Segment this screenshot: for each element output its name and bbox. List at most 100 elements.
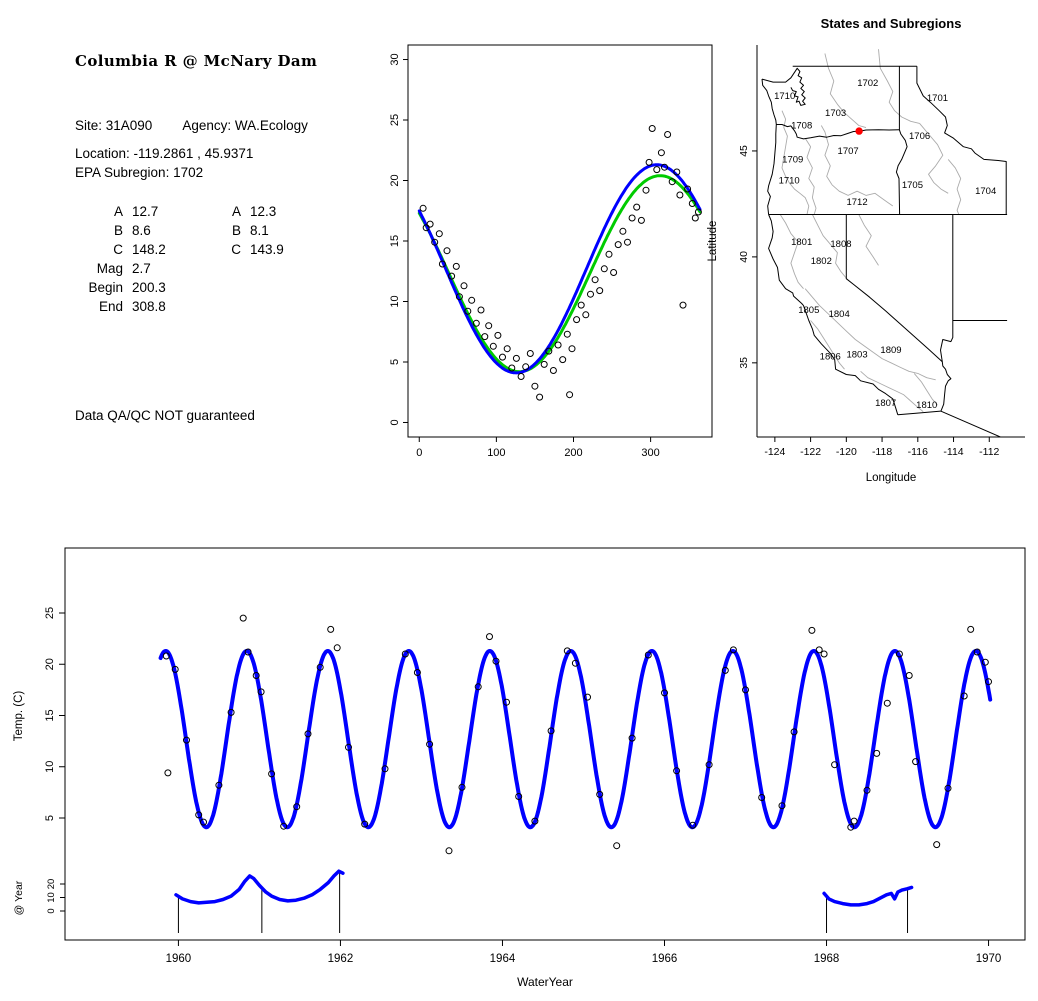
data-point — [499, 353, 506, 361]
data-point — [526, 350, 534, 357]
subregion-label: 1706 — [909, 131, 930, 142]
coef-value: 8.6 — [132, 223, 151, 238]
location-line: Location: -119.2861 , 45.9371 — [75, 146, 254, 161]
data-point — [547, 727, 555, 735]
data-point — [401, 650, 409, 658]
subregion-boundary — [804, 288, 874, 353]
data-point — [742, 686, 749, 694]
y-axis-title: Latitude — [707, 221, 719, 262]
data-point — [215, 781, 223, 789]
tick-label: 35 — [738, 357, 750, 369]
data-point — [431, 238, 439, 246]
subregion-boundary — [858, 214, 879, 266]
data-point — [563, 647, 571, 655]
data-point — [661, 689, 668, 697]
data-point — [445, 847, 453, 855]
y-axis-title: Temp. (C) — [13, 691, 25, 742]
tick-label: 25 — [44, 607, 56, 619]
data-point — [653, 166, 661, 174]
subregion-label: 1809 — [880, 345, 901, 356]
data-point — [691, 214, 699, 222]
data-point — [559, 356, 567, 364]
data-point — [244, 648, 252, 656]
data-point — [460, 282, 468, 290]
data-point — [517, 373, 525, 380]
tick-label: 200 — [564, 447, 582, 459]
data-point — [721, 666, 729, 674]
coef-value: 8.1 — [250, 223, 269, 238]
subregion-boundary — [919, 123, 949, 194]
tick-label: -112 — [979, 446, 999, 458]
subregion-boundary — [872, 351, 936, 381]
data-point — [568, 345, 576, 353]
state-boundary — [845, 214, 943, 363]
data-point — [227, 708, 235, 716]
data-point — [494, 331, 502, 339]
y2-axis-title: @ Year — [13, 880, 25, 915]
subregion-label: 1708 — [791, 121, 812, 132]
site-id: Site: 31A090 — [75, 118, 153, 133]
subregion-boundary — [824, 53, 867, 129]
coef-label: Begin — [88, 280, 123, 295]
coef-label: B — [113, 223, 123, 238]
subregion-boundary — [781, 110, 810, 215]
coefficients-table: A 12.7 A 12.3 B 8.6 B 8.1 C 148.2 C 143.… — [75, 202, 312, 316]
tick-label: -116 — [908, 446, 928, 458]
seasonal-fit-chart: 0 100 200 300 0 5 10 15 20 25 30 — [389, 44, 713, 459]
data-point — [540, 360, 548, 368]
subregion-label: 1803 — [846, 349, 867, 360]
data-point — [863, 786, 871, 794]
subregion-label: 1712 — [846, 197, 867, 208]
data-point — [642, 186, 650, 194]
data-point — [503, 345, 511, 353]
subregion-boundary — [779, 214, 804, 289]
data-point — [981, 658, 989, 666]
tick-label: 20 — [44, 658, 56, 670]
data-point — [443, 247, 451, 255]
data-point — [531, 817, 539, 825]
data-point — [489, 342, 497, 350]
data-point — [850, 817, 858, 825]
data-point — [973, 648, 981, 656]
data-point — [293, 803, 301, 811]
coef-label: A — [231, 204, 241, 219]
subregion-label: 1702 — [857, 78, 878, 89]
data-point — [596, 790, 604, 798]
tick-label: 15 — [389, 235, 401, 247]
tick-label: 0 — [46, 908, 57, 913]
data-point — [257, 688, 265, 696]
data-point — [905, 672, 913, 679]
data-point — [468, 296, 476, 304]
subregion-label: 1701 — [927, 93, 948, 104]
data-point — [162, 652, 170, 660]
data-point — [847, 823, 855, 831]
data-point — [985, 678, 992, 686]
tick-label: 5 — [389, 359, 401, 365]
subregion-label: 1704 — [975, 186, 996, 197]
tick-label: -124 — [764, 446, 785, 458]
subregion-boundary — [860, 370, 924, 412]
coef-value: 308.8 — [132, 299, 166, 314]
data-point — [435, 230, 443, 238]
data-point — [195, 811, 203, 819]
data-point — [566, 391, 574, 399]
tick-label: 1968 — [814, 953, 840, 965]
tick-label: 0 — [389, 419, 401, 425]
subregion-boundary — [810, 320, 845, 370]
qaqc-disclaimer: Data QA/QC NOT guaranteed — [75, 408, 255, 423]
tick-label: 1966 — [652, 953, 678, 965]
subregion-boundary — [878, 49, 920, 124]
subregion-label: 1705 — [902, 180, 923, 191]
tick-label: 25 — [389, 114, 401, 126]
tick-label: 20 — [46, 879, 57, 890]
data-point — [664, 131, 672, 138]
data-point — [628, 214, 636, 222]
tick-label: 10 — [46, 892, 57, 903]
data-point — [668, 178, 676, 186]
tick-label: -122 — [800, 446, 821, 458]
data-point — [492, 657, 500, 665]
obs-per-year-1960-1962 — [174, 869, 345, 905]
data-point — [912, 758, 920, 766]
data-point — [679, 301, 687, 309]
